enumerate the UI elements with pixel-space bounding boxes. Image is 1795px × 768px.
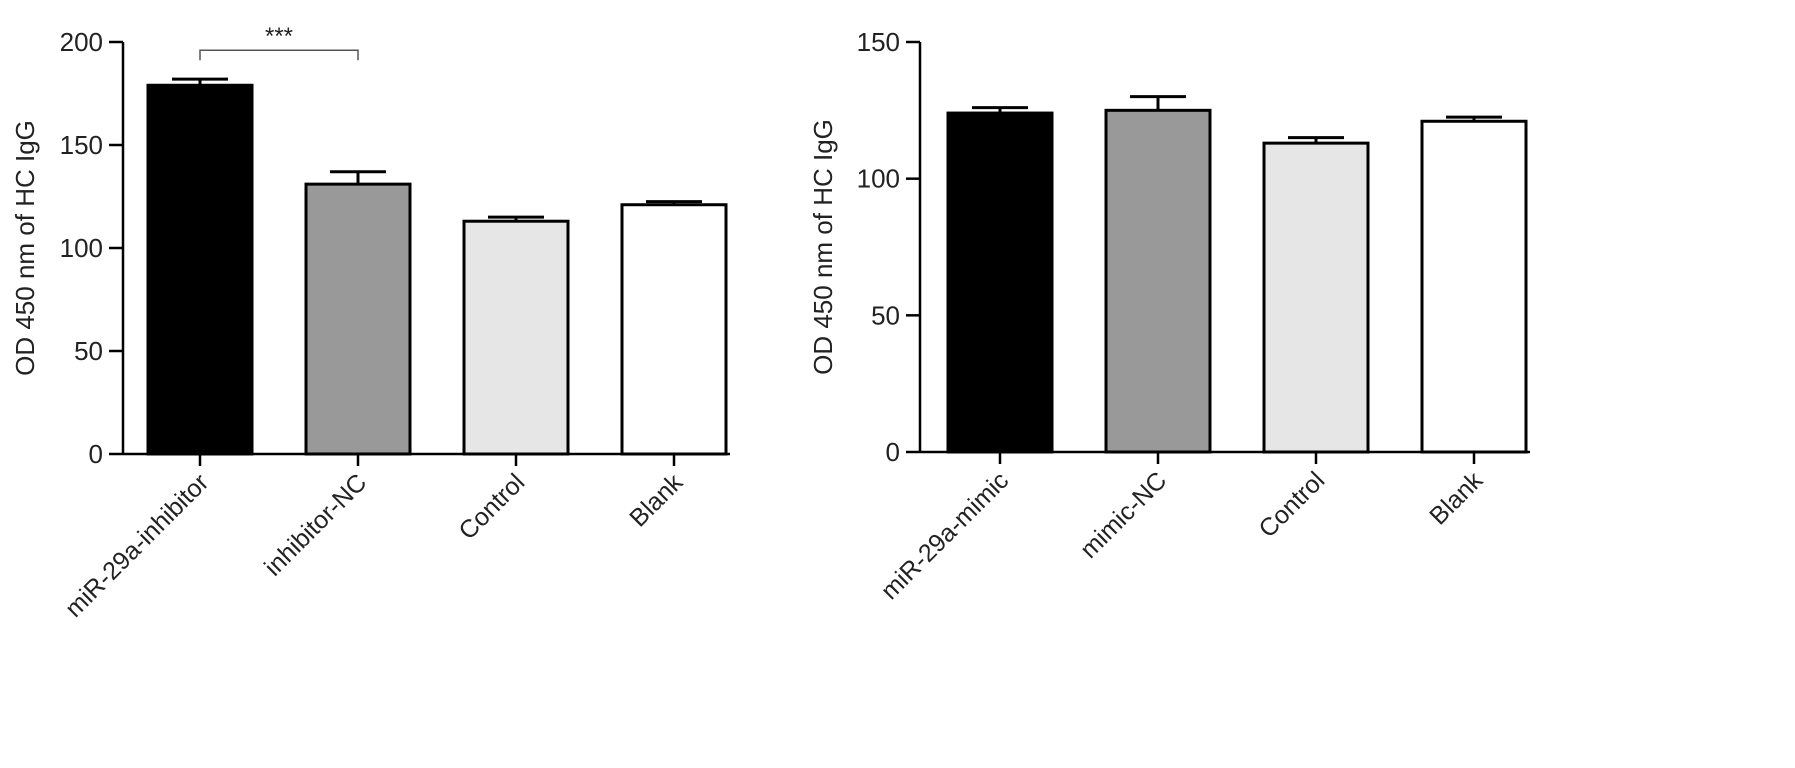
- x-category-label: miR-29a-mimic: [876, 466, 1015, 605]
- y-tick-label: 0: [886, 437, 900, 467]
- x-category-label: Blank: [1424, 466, 1488, 530]
- x-category-label: mimic-NC: [1075, 466, 1172, 563]
- bar-blank: [620, 203, 728, 456]
- x-category-label: Control: [453, 468, 530, 545]
- bar-mir-29a-mimic: [946, 111, 1054, 454]
- y-tick-label: 150: [857, 27, 900, 57]
- significance-bracket: [199, 49, 359, 61]
- y-tick-label: 100: [857, 164, 900, 194]
- x-category-label: inhibitor-NC: [259, 468, 372, 581]
- x-category-label: Blank: [624, 468, 688, 532]
- y-tick-label: 50: [871, 300, 900, 330]
- y-axis-title: OD 450 nm of HC IgG: [808, 119, 838, 375]
- bar-mir-29a-inhibitor: [146, 83, 254, 456]
- x-category-label: miR-29a-inhibitor: [60, 468, 214, 622]
- y-tick-label: 0: [89, 439, 103, 469]
- chart-right: 0 50 100 150 OD 450 nm of HC IgG miR-29a-mimi…: [808, 27, 1530, 605]
- y-tick-label: 150: [60, 130, 103, 160]
- y-tick-label: 200: [60, 27, 103, 57]
- significance-label: ***: [265, 23, 293, 50]
- chart-left: 0 50 100 150 200 OD 450 nm of HC IgG miR-29a-i…: [10, 23, 730, 623]
- bar-blank: [1420, 119, 1528, 454]
- y-axis-title: OD 450 nm of HC IgG: [10, 120, 40, 376]
- y-tick-label: 50: [74, 336, 103, 366]
- bar-mimic-nc: [1104, 108, 1212, 454]
- y-tick-label: 100: [60, 233, 103, 263]
- bar-control: [462, 219, 570, 456]
- x-category-label: Control: [1253, 466, 1330, 543]
- bar-control: [1262, 141, 1370, 454]
- bar-inhibitor-nc: [304, 182, 412, 456]
